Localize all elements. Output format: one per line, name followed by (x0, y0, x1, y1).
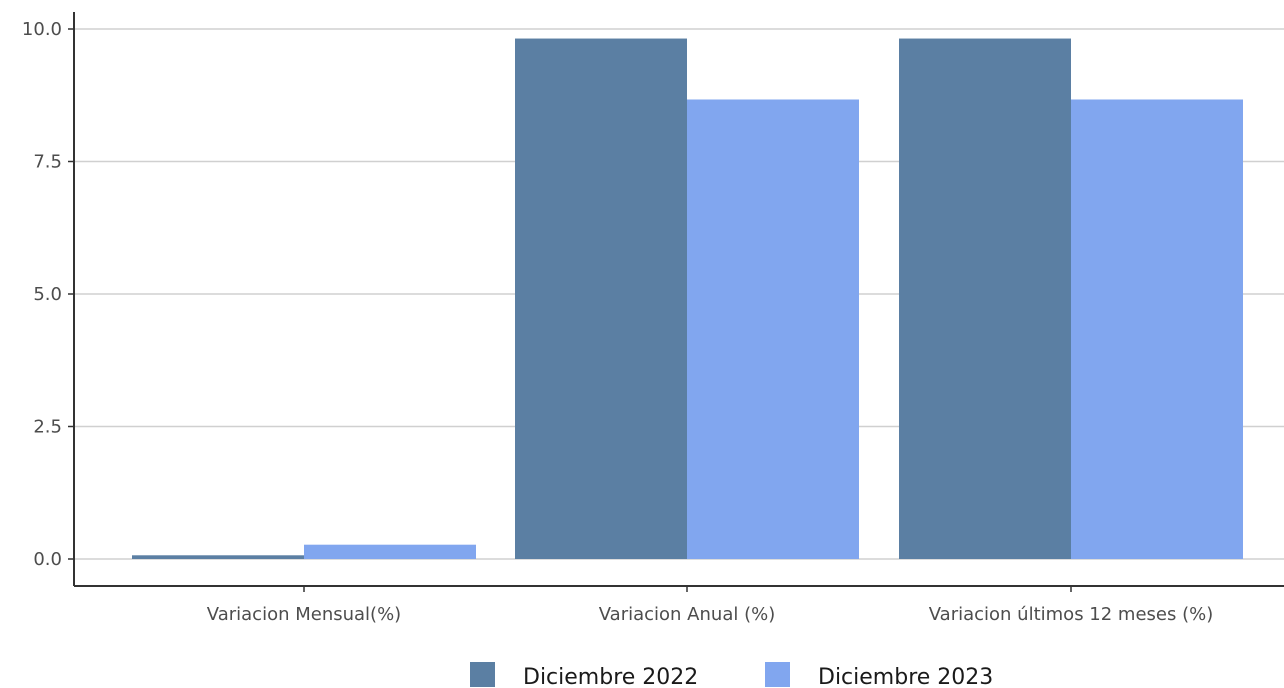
bar-dic-2023-1 (687, 99, 859, 560)
x-axis-ticks: Variacion Mensual(%) Variacion Anual (%) V… (207, 586, 1213, 625)
bars (132, 38, 1243, 560)
y-tick-label: 7.5 (33, 152, 62, 173)
y-tick-label: 10.0 (22, 19, 62, 40)
axes (73, 12, 1284, 587)
y-axis-ticks: 0.0 2.5 5.0 7.5 10.0 (22, 19, 74, 570)
x-tick-label: Variacion últimos 12 meses (%) (929, 604, 1213, 625)
bar-dic-2023-0 (304, 544, 476, 559)
legend: Diciembre 2022 Diciembre 2023 (470, 662, 993, 688)
y-tick-label: 0.0 (33, 549, 62, 570)
bar-dic-2022-2 (899, 38, 1071, 560)
y-tick-label: 2.5 (33, 417, 62, 438)
legend-label: Diciembre 2023 (818, 665, 993, 688)
legend-swatch (765, 662, 790, 687)
y-tick-label: 5.0 (33, 284, 62, 305)
legend-label: Diciembre 2022 (523, 665, 698, 688)
x-tick-label: Variacion Anual (%) (599, 604, 775, 625)
bar-dic-2022-0 (132, 555, 304, 559)
legend-swatch (470, 662, 495, 687)
x-tick-label: Variacion Mensual(%) (207, 604, 401, 625)
bar-dic-2022-1 (515, 38, 687, 560)
bar-dic-2023-2 (1071, 99, 1243, 560)
